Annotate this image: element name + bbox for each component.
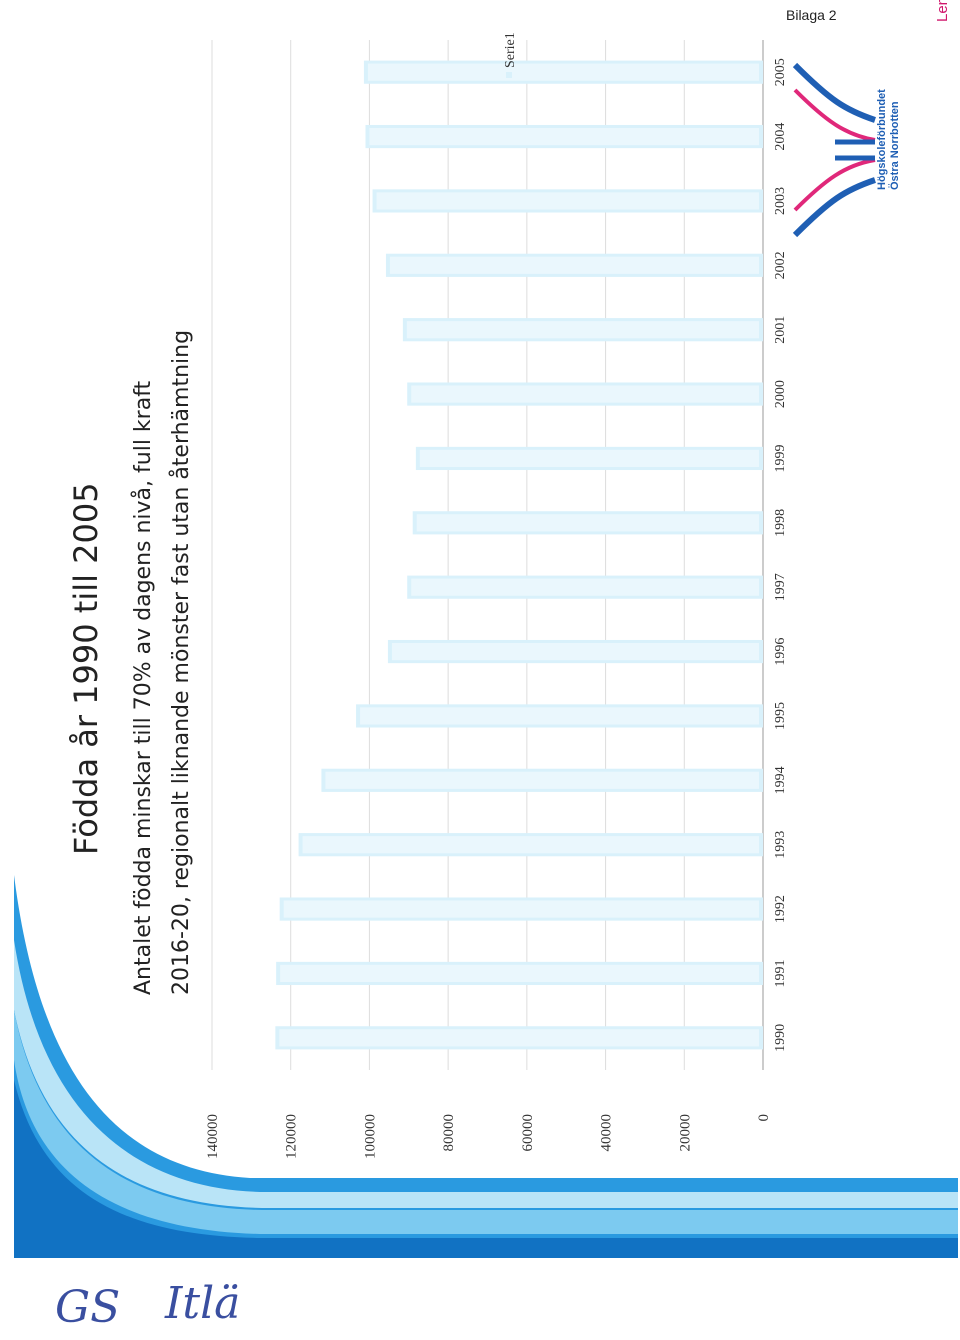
bar-highlight: [302, 836, 759, 854]
bar-highlight: [411, 385, 759, 403]
bar-highlight: [367, 63, 759, 81]
bar-highlight: [283, 900, 759, 918]
x-tick-label: 2005: [773, 58, 788, 86]
bar-highlight: [369, 127, 759, 146]
x-tick-label: 1998: [773, 509, 788, 537]
bar-highlight: [391, 642, 759, 661]
x-tick-label: 1995: [773, 702, 788, 730]
x-tick-label: 1990: [773, 1024, 788, 1052]
x-tick-label: 2000: [773, 380, 788, 408]
bar-highlight: [416, 514, 759, 532]
bar-highlight: [360, 707, 759, 725]
y-tick-label: 120000: [284, 1114, 300, 1159]
x-tick-label: 2003: [773, 187, 788, 215]
page-title: Födda år 1990 till 2005: [67, 482, 105, 855]
author-date: Lena Antti 2011-09-16: [934, 0, 951, 22]
bar-highlight: [279, 1029, 759, 1047]
x-tick-label: 1993: [773, 831, 788, 859]
x-tick-label: 1999: [773, 444, 788, 472]
bullet-line-1: Antalet födda minskar till 70% av dagens…: [130, 380, 156, 995]
x-tick-label: 1992: [773, 895, 788, 923]
y-tick-label: 100000: [362, 1114, 378, 1159]
bar-highlight: [411, 578, 759, 596]
births-bar-chart: 1990 1991 1992 1993 1994 1995 1996 1997 1998 1999…: [205, 32, 788, 1159]
x-tick-label: 1996: [773, 638, 788, 666]
x-tick-label: 1997: [773, 573, 788, 601]
y-tick-label: 0: [756, 1114, 772, 1122]
bar-highlight: [280, 964, 759, 983]
y-tick-label: 40000: [599, 1114, 615, 1152]
hogskoleforbundet-logo: Högskoleförbundet Östra Norrbotten: [792, 62, 901, 238]
x-tick-label: 2004: [773, 123, 788, 151]
legend-label: Serie1: [503, 32, 518, 68]
bar-highlight: [376, 192, 759, 210]
x-tick-label: 2002: [773, 251, 788, 279]
bar-series: [275, 60, 763, 1050]
legend: Serie1: [503, 32, 518, 78]
category-labels: 1990 1991 1992 1993 1994 1995 1996 1997 1998 1999…: [773, 58, 788, 1052]
bar-highlight: [389, 256, 759, 274]
attachment-label: Bilaga 2: [786, 7, 837, 23]
y-tick-label: 140000: [205, 1114, 221, 1159]
y-tick-label: 60000: [520, 1114, 536, 1152]
bar-highlight: [406, 321, 759, 339]
x-tick-label: 1991: [773, 959, 788, 987]
bar-highlight: [419, 449, 759, 468]
y-tick-label: 20000: [677, 1114, 693, 1152]
value-labels: 0 20000 40000 60000 80000 100000 120000 140000: [205, 1114, 772, 1159]
x-tick-label: 2001: [773, 316, 788, 344]
bar-highlight: [325, 771, 759, 789]
handwritten-initials: GS: [55, 1282, 120, 1333]
handwritten-note: Itlä: [164, 1278, 240, 1329]
y-tick-label: 80000: [441, 1114, 457, 1152]
x-tick-label: 1994: [773, 766, 788, 794]
legend-swatch: [506, 72, 512, 78]
logo-text-line2: Östra Norrbotten: [888, 101, 901, 190]
logo-text-line1: Högskoleförbundet: [876, 89, 888, 190]
bullet-line-2: 2016-20, regionalt liknande mönster fast…: [168, 330, 194, 995]
decorative-swoosh: [14, 875, 958, 1258]
